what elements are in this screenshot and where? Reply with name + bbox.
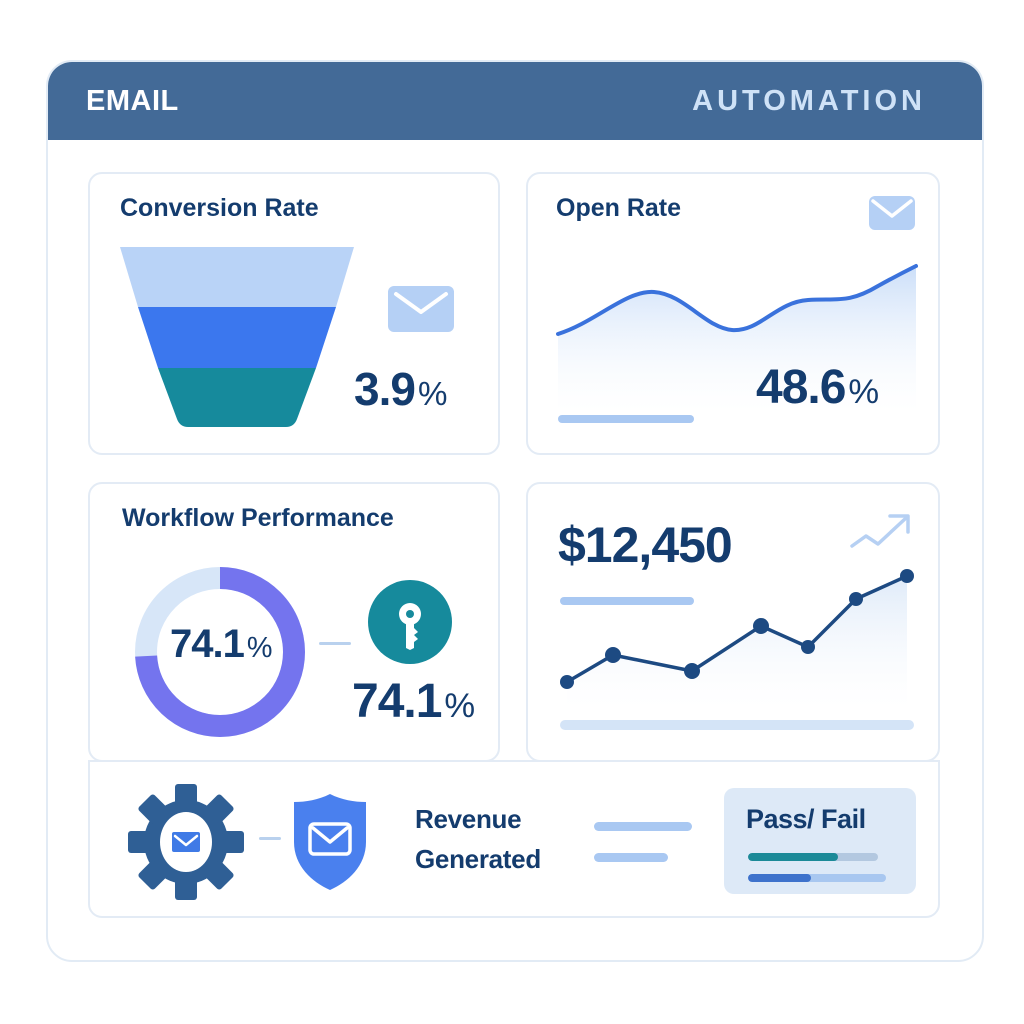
card-title: Workflow Performance [122, 504, 394, 532]
envelope-icon [869, 196, 915, 230]
placeholder-bar [594, 822, 692, 831]
card-title: Conversion Rate [120, 194, 319, 222]
fail-progress-bar [748, 874, 886, 882]
key-icon [368, 580, 452, 664]
placeholder-bar [594, 853, 668, 862]
placeholder-bar [558, 415, 694, 423]
pass-progress-fill [748, 853, 838, 861]
connector-line [319, 642, 351, 645]
card-title: Open Rate [556, 194, 682, 222]
open-rate-value: 48.6% [756, 361, 880, 414]
workflow-value: 74.1% [352, 675, 476, 728]
workflow-performance-card[interactable]: Workflow Performance 74.1% 74.1% [88, 482, 500, 762]
pass-fail-title: Pass/ Fail [746, 804, 866, 834]
pass-progress-bar [748, 853, 878, 861]
revenue-generated-label: Revenue Generated [415, 804, 541, 874]
conversion-rate-value: 3.9% [354, 363, 448, 415]
donut-center-value: 74.1% [170, 622, 273, 666]
revenue-line-chart [560, 569, 914, 709]
conversion-rate-card[interactable]: Conversion Rate 3.9% [88, 172, 500, 455]
gear-envelope-icon [128, 784, 244, 900]
revenue-value: $12,450 [558, 517, 733, 573]
header-title-email: EMAIL [86, 84, 179, 117]
shield-envelope-icon [294, 794, 366, 890]
header-title-automation: AUTOMATION [692, 84, 926, 117]
open-rate-card[interactable]: Open Rate 48.6% [526, 172, 940, 455]
connector-line [259, 837, 281, 840]
envelope-icon [388, 286, 454, 332]
placeholder-bar [560, 597, 694, 605]
funnel-chart [120, 247, 354, 427]
open-rate-area-chart [556, 264, 918, 412]
trend-up-arrow-icon [850, 514, 910, 548]
revenue-card[interactable]: $12,450 [526, 482, 940, 762]
pass-fail-panel[interactable]: Pass/ Fail [724, 788, 916, 894]
workflow-donut-chart [135, 567, 305, 737]
fail-progress-fill [748, 874, 812, 882]
placeholder-bar [560, 720, 914, 730]
header-bar: EMAIL AUTOMATION [48, 62, 982, 140]
